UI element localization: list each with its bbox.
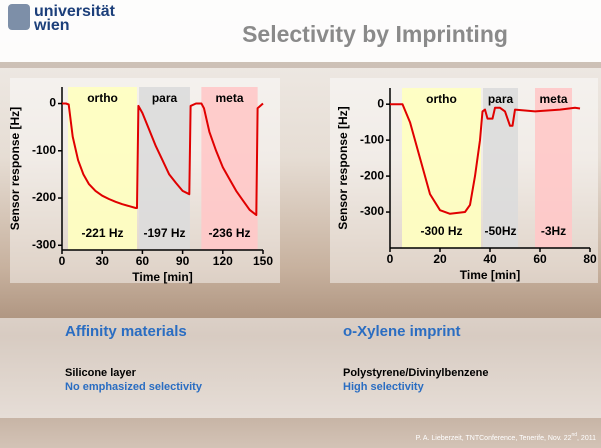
region-label: para bbox=[488, 92, 514, 106]
region-annotation: -3Hz bbox=[541, 224, 566, 238]
x-axis-label: Time [min] bbox=[132, 270, 192, 284]
x-tick-label: 0 bbox=[387, 252, 394, 266]
region bbox=[402, 88, 481, 248]
footer: P. A. Lieberzeit, TNTConference, Tenerif… bbox=[416, 432, 597, 442]
section-line: High selectivity bbox=[343, 381, 425, 393]
region-label: ortho bbox=[87, 91, 118, 105]
y-axis-label: Sensor response [Hz] bbox=[8, 107, 22, 230]
region-label: para bbox=[152, 91, 178, 105]
region-annotation: -236 Hz bbox=[208, 226, 250, 240]
footer-text: , 2011 bbox=[577, 435, 596, 442]
region-label: meta bbox=[539, 92, 567, 106]
region-label: ortho bbox=[426, 92, 457, 106]
region-label: meta bbox=[215, 91, 243, 105]
region bbox=[483, 88, 518, 248]
region-annotation: -197 Hz bbox=[143, 226, 185, 240]
logo-crest bbox=[8, 4, 30, 30]
section-heading: Affinity materials bbox=[65, 323, 187, 340]
y-tick-label: -200 bbox=[360, 168, 384, 182]
y-tick-label: -300 bbox=[360, 204, 384, 218]
section-line: Silicone layer bbox=[65, 367, 137, 379]
y-tick-label: -200 bbox=[32, 190, 56, 204]
y-axis-label: Sensor response [Hz] bbox=[336, 106, 350, 229]
x-tick-label: 20 bbox=[433, 252, 447, 266]
section-line: No emphasized selectivity bbox=[65, 381, 203, 393]
logo-line: universität bbox=[34, 3, 116, 20]
x-tick-label: 80 bbox=[583, 252, 597, 266]
trace bbox=[62, 102, 264, 216]
header-rule bbox=[0, 62, 601, 68]
trace bbox=[390, 103, 581, 215]
header-band bbox=[0, 0, 601, 62]
text-panel bbox=[0, 318, 601, 418]
y-tick-label: 0 bbox=[377, 96, 384, 110]
x-tick-label: 60 bbox=[533, 252, 547, 266]
x-tick-label: 40 bbox=[483, 252, 497, 266]
section-line: Polystyrene/Divinylbenzene bbox=[343, 367, 489, 379]
y-tick-label: -100 bbox=[32, 143, 56, 157]
region bbox=[535, 88, 572, 248]
x-tick-label: 150 bbox=[253, 254, 273, 268]
region-annotation: -221 Hz bbox=[82, 226, 124, 240]
y-tick-label: -100 bbox=[360, 132, 384, 146]
logo-line: wien bbox=[33, 17, 70, 34]
x-tick-label: 120 bbox=[213, 254, 233, 268]
y-tick-label: 0 bbox=[49, 96, 56, 110]
x-tick-label: 30 bbox=[96, 254, 110, 268]
footer-sup: nd bbox=[571, 432, 577, 438]
x-axis-label: Time [min] bbox=[460, 268, 520, 282]
x-tick-label: 60 bbox=[136, 254, 150, 268]
x-tick-label: 90 bbox=[176, 254, 190, 268]
region bbox=[139, 87, 190, 250]
section-heading: o-Xylene imprint bbox=[343, 323, 461, 340]
region bbox=[201, 87, 258, 250]
x-tick-label: 0 bbox=[59, 254, 66, 268]
region-annotation: -300 Hz bbox=[420, 224, 462, 238]
y-tick-label: -300 bbox=[32, 237, 56, 251]
slide-title: Selectivity by Imprinting bbox=[242, 21, 508, 47]
region-annotation: -50Hz bbox=[484, 224, 516, 238]
footer-text: P. A. Lieberzeit, TNTConference, Tenerif… bbox=[416, 435, 572, 442]
region bbox=[68, 87, 138, 250]
